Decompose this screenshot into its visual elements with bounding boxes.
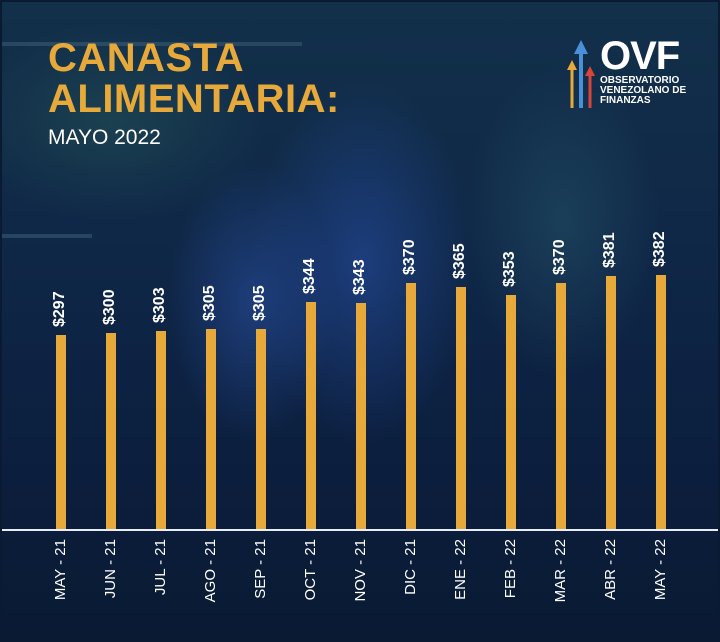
bar <box>56 335 66 529</box>
chart-subtitle: MAYO 2022 <box>48 126 161 149</box>
x-axis-label: MAY - 22 <box>652 539 669 601</box>
bar <box>556 283 566 529</box>
x-axis-label: OCT - 21 <box>302 539 319 601</box>
bar-value-label: $297 <box>51 291 68 327</box>
x-axis-label: FEB - 22 <box>502 539 519 599</box>
logo-line-3: FINANZAS <box>600 95 651 106</box>
bar-value-label: $300 <box>101 289 118 325</box>
bar <box>606 276 616 529</box>
x-axis-label: ABR - 22 <box>602 539 619 600</box>
x-axis-label: NOV - 21 <box>352 539 369 602</box>
x-axis-label: JUN - 21 <box>102 539 119 599</box>
bar <box>656 275 666 529</box>
bar-value-label: $303 <box>151 287 168 323</box>
chart-title: CANASTA ALIMENTARIA: <box>48 38 340 120</box>
x-axis-label: ENE - 22 <box>452 539 469 600</box>
bar-value-label: $344 <box>301 258 318 294</box>
x-axis-label: SEP - 21 <box>252 539 269 599</box>
x-axis-label: MAY - 21 <box>52 539 69 601</box>
title-line-1: CANASTA <box>48 36 245 80</box>
x-axis-label: AGO - 21 <box>202 539 219 603</box>
bar-value-label: $370 <box>401 239 418 275</box>
logo-acronym: OVF <box>600 34 680 78</box>
bar-value-label: $365 <box>451 243 468 279</box>
bar <box>156 331 166 529</box>
x-axis-label: JUL - 21 <box>152 539 169 596</box>
bar-value-label: $305 <box>251 285 268 321</box>
bar <box>306 302 316 529</box>
bar-value-label: $353 <box>501 251 518 287</box>
bar <box>256 329 266 529</box>
logo-name: OBSERVATORIO VENEZOLANO DE FINANZAS <box>600 76 686 106</box>
bar <box>106 333 116 529</box>
x-axis-label: DIC - 21 <box>402 539 419 595</box>
bar <box>206 329 216 529</box>
bar <box>356 303 366 529</box>
bar-value-label: $382 <box>651 231 668 267</box>
bar <box>456 287 466 529</box>
x-axis-label: MAR - 22 <box>552 539 569 603</box>
arrows-icon <box>567 40 595 108</box>
title-line-2: ALIMENTARIA: <box>48 77 340 121</box>
background-shelf <box>2 42 302 46</box>
x-axis-line <box>2 529 718 531</box>
bar-value-label: $381 <box>601 232 618 268</box>
background-shelf <box>2 234 92 238</box>
bar-value-label: $343 <box>351 259 368 295</box>
logo-line-2: VENEZOLANO DE <box>600 85 687 96</box>
bar-value-label: $305 <box>201 285 218 321</box>
logo-line-1: OBSERVATORIO <box>600 75 680 86</box>
ovf-logo: OVF OBSERVATORIO VENEZOLANO DE FINANZAS <box>564 34 714 110</box>
bar-value-label: $370 <box>551 239 568 275</box>
bar <box>406 283 416 529</box>
bar <box>506 295 516 529</box>
